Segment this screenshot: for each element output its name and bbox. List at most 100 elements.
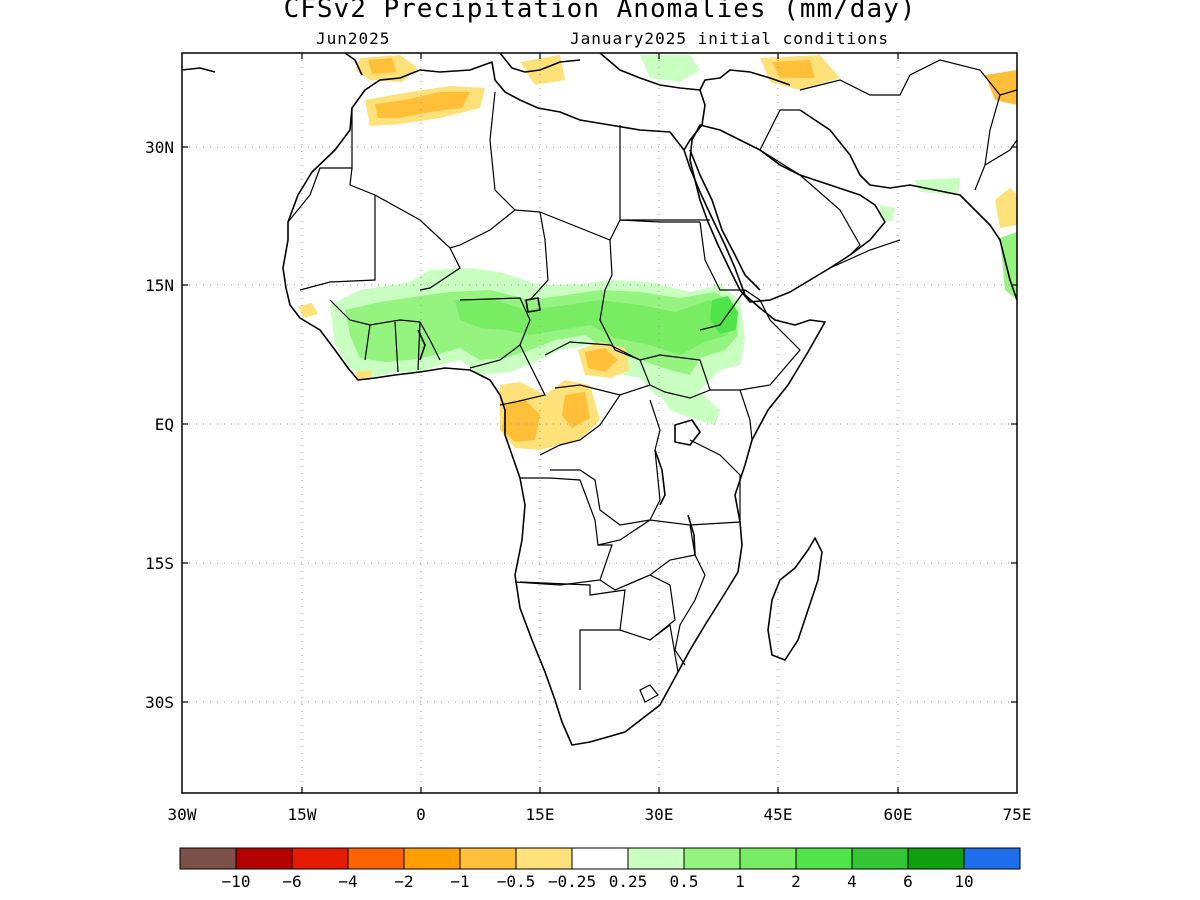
border-botswana-sa — [619, 623, 679, 673]
arabia-sw-wet — [880, 205, 895, 222]
colorbar-label: −1 — [450, 872, 469, 891]
colorbar-label: −6 — [282, 872, 301, 891]
border-egypt-sudan — [619, 219, 700, 223]
y-tick-label: 30S — [145, 693, 174, 712]
colorbar-swatch — [963, 847, 1021, 870]
country-borders — [287, 59, 1017, 703]
africa-coastline — [282, 61, 826, 746]
plot-frame — [181, 52, 1018, 794]
lake-victoria — [674, 419, 701, 446]
gridlines — [182, 53, 1017, 793]
border-kenya-somalia — [739, 389, 753, 441]
x-tick-label: 0 — [416, 805, 426, 824]
colorbar-label: −4 — [338, 872, 357, 891]
border-morocco — [287, 108, 353, 223]
india-west-wet — [1000, 232, 1017, 300]
oman-wet — [915, 178, 960, 195]
colorbar-label: 6 — [903, 872, 913, 891]
border-libya-egypt — [619, 125, 710, 221]
border-niger-chad — [529, 211, 549, 301]
colorbar-label: −2 — [394, 872, 413, 891]
colorbar-swatch — [907, 847, 965, 870]
border-saudi — [719, 109, 861, 256]
colorbar-label: 0.5 — [670, 872, 699, 891]
border-zambia — [597, 519, 696, 591]
algeria-dry-core — [375, 92, 470, 118]
ethiopia-wet-max — [710, 296, 738, 334]
border-pakistan — [984, 89, 1017, 166]
colorbar-swatch — [235, 847, 293, 870]
lake-malawi — [687, 514, 696, 556]
x-tick-label: 45E — [764, 805, 793, 824]
initial-conditions: January2025 initial conditions — [570, 29, 889, 48]
border-zimbabwe — [614, 574, 676, 641]
turkey-dry-core — [772, 60, 815, 78]
y-tick-label: EQ — [155, 415, 174, 434]
madagascar — [767, 537, 823, 661]
colorbar-swatch — [851, 847, 909, 870]
x-tick-label: 15W — [288, 805, 317, 824]
tick-marks — [182, 53, 1017, 793]
border-west-africa — [329, 299, 441, 373]
border-mozambique — [674, 554, 706, 666]
colorbar-swatch — [627, 847, 685, 870]
colorbar-label: 2 — [791, 872, 801, 891]
colorbar-label: −0.5 — [497, 872, 536, 891]
colorbar-swatch — [571, 847, 629, 870]
y-tick-label: 15S — [145, 554, 174, 573]
east-africa-wet — [660, 392, 720, 425]
x-tick-label: 30E — [645, 805, 674, 824]
y-tick-label: 15N — [145, 276, 174, 295]
afghanistan-dry — [985, 70, 1017, 105]
lake-chad — [525, 297, 541, 313]
border-mali-niger — [419, 247, 461, 291]
border-cameroon — [499, 344, 546, 406]
x-axis-labels: 30W 15W 0 15E 30E 45E 60E 75E — [168, 805, 1032, 824]
colorbar-label: 4 — [847, 872, 857, 891]
coastlines — [182, 53, 1017, 746]
colorbar-label: 1 — [735, 872, 745, 891]
guinea-dry — [298, 303, 318, 318]
x-tick-label: 60E — [884, 805, 913, 824]
border-drc — [539, 394, 661, 526]
colorbar-swatch — [739, 847, 797, 870]
border-tanzania — [689, 439, 741, 526]
colorbar-swatch — [683, 847, 741, 870]
border-sudan-east — [699, 221, 745, 291]
pakistan-dry — [995, 188, 1017, 228]
colorbar-swatch — [795, 847, 853, 870]
colorbar-swatch — [459, 847, 517, 870]
red-sea-west — [689, 149, 761, 291]
negative-anomaly-regions — [298, 55, 1017, 450]
morocco-dry-core — [368, 58, 396, 74]
congo-dry-core — [562, 392, 590, 428]
north-egypt-wet — [640, 55, 700, 82]
colorbar-label: 10 — [954, 872, 973, 891]
y-tick-label: 30N — [145, 138, 174, 157]
colorbar-swatch — [179, 847, 237, 870]
colorbar-swatch — [347, 847, 405, 870]
colorbar-swatch — [291, 847, 349, 870]
anomaly-shading — [298, 55, 1017, 450]
border-nigeria — [459, 297, 531, 369]
border-lesotho — [639, 684, 659, 703]
forecast-month: Jun2025 — [316, 29, 391, 48]
y-axis-labels: 30N 15N EQ 15S 30S — [145, 138, 174, 712]
colorbar-labels: −10 −6 −4 −2 −1 −0.5 −0.25 0.25 0.5 1 2 4 6 10 — [222, 872, 974, 891]
border-yemen-oman — [829, 239, 901, 269]
border-ethiopia — [699, 289, 801, 391]
mediterranean-coast — [683, 89, 706, 151]
europe-coastline — [182, 53, 791, 91]
arabian-peninsula — [689, 124, 886, 303]
lake-volta — [417, 329, 426, 361]
border-libya-chad — [539, 211, 621, 241]
colorbar-label: 0.25 — [609, 872, 648, 891]
car-dry-core — [585, 348, 618, 372]
chart-title: CFSv2 Precipitation Anomalies (mm/day) — [283, 0, 917, 24]
tunisia-dry — [520, 55, 565, 85]
colorbar-swatch — [515, 847, 573, 870]
liberia-dry — [355, 370, 372, 380]
border-algeria-mali — [349, 167, 541, 249]
x-tick-label: 15E — [526, 805, 555, 824]
x-tick-label: 75E — [1003, 805, 1032, 824]
